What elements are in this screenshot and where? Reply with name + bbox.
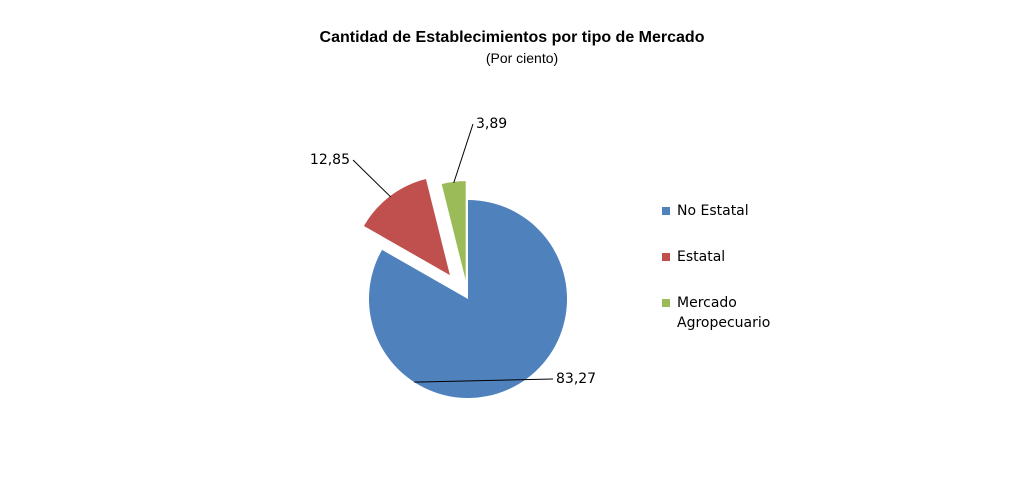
data-label-mercado-agropecuario: 3,89 [476, 116, 507, 132]
chart-title: Cantidad de Establecimientos por tipo de… [319, 29, 705, 46]
legend-label-no-estatal: No Estatal [677, 203, 749, 219]
legend-item-mercado-agropecuario: Mercado Agropecuario [662, 293, 787, 333]
leader-line-mercado-agropecuario [453, 123, 474, 184]
data-label-no-estatal: 83,27 [556, 371, 596, 387]
legend-swatch-mercado-agropecuario [662, 299, 670, 307]
legend-item-estatal: Estatal [662, 247, 862, 267]
chart-subtitle: (Por ciento) [485, 50, 559, 66]
pie-slice-no-estatal [368, 200, 567, 398]
legend-label-mercado-agropecuario: Mercado Agropecuario [677, 295, 771, 331]
legend-swatch-no-estatal [662, 207, 670, 215]
legend: No Estatal Estatal Mercado Agropecuario [662, 201, 862, 333]
legend-item-no-estatal: No Estatal [662, 201, 862, 221]
legend-label-estatal: Estatal [677, 249, 726, 265]
legend-swatch-estatal [662, 253, 670, 261]
pie-slice-estatal [363, 179, 450, 276]
leader-line-estatal [352, 159, 392, 198]
leader-line-no-estatal [414, 378, 554, 383]
pie-slice-mercado-agropecuario [441, 181, 466, 281]
data-label-estatal: 12,85 [310, 152, 350, 168]
